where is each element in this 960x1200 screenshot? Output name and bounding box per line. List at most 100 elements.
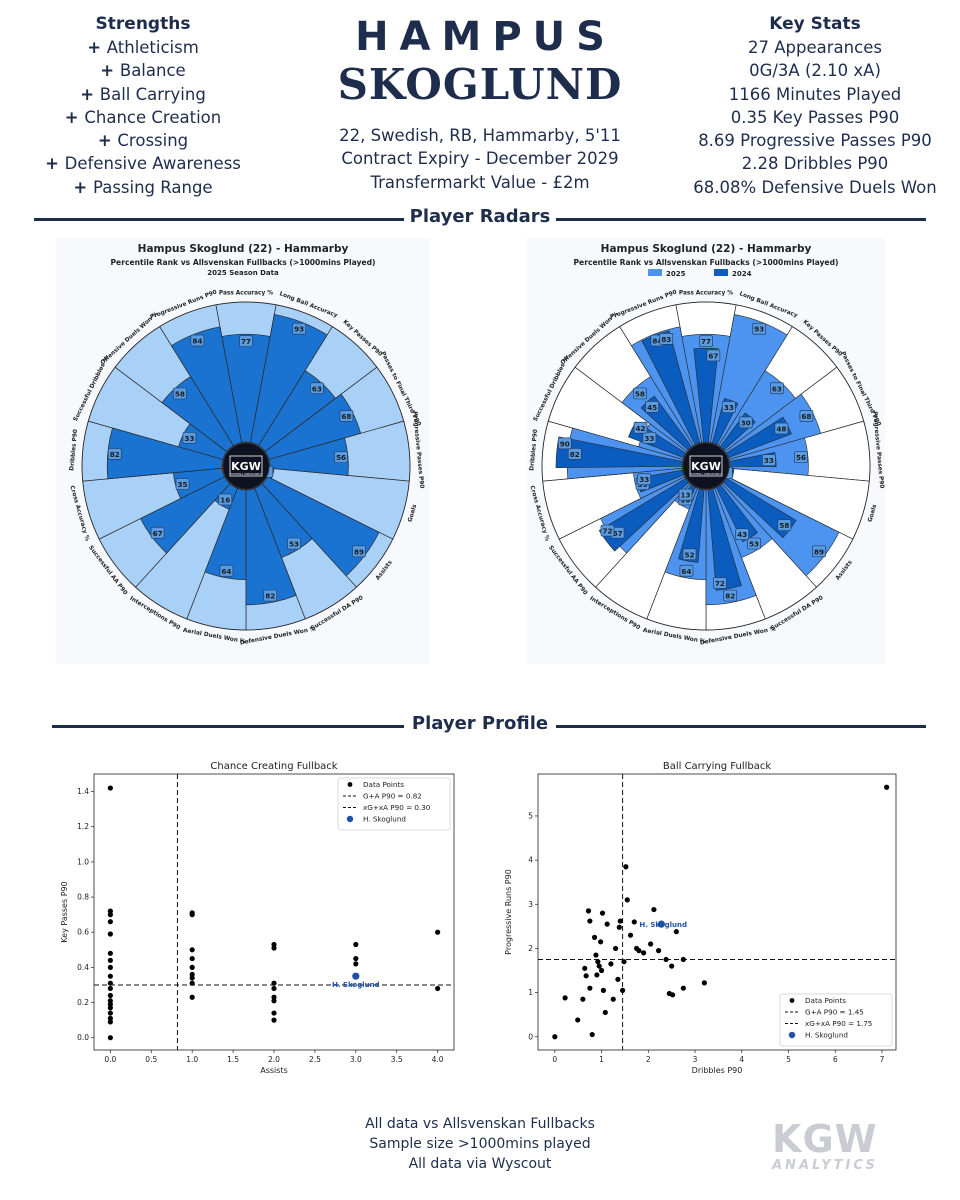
radar-value-badge: 89 bbox=[812, 545, 826, 558]
x-tick-label: 7 bbox=[880, 1055, 885, 1064]
section-divider bbox=[556, 218, 926, 221]
data-point bbox=[595, 959, 601, 965]
y-axis-label: Key Passes P90 bbox=[60, 881, 69, 942]
radar-value-badge: 68 bbox=[799, 410, 814, 422]
badge-box bbox=[706, 349, 721, 362]
data-point bbox=[594, 972, 600, 978]
radar-value-badge: 33 bbox=[762, 454, 776, 467]
plus-icon: + bbox=[64, 107, 85, 127]
data-point bbox=[575, 1017, 581, 1023]
key-stat-item: 27 Appearances bbox=[748, 38, 882, 57]
badge-box bbox=[239, 335, 253, 348]
data-point bbox=[189, 994, 195, 1000]
badge-box bbox=[175, 478, 190, 490]
key-stat-item: 0G/3A (2.10 xA) bbox=[749, 61, 881, 81]
key-stats-column: Key Stats 27 Appearances 0G/3A (2.10 xA) 1… bbox=[680, 14, 950, 199]
legend-entry: xG+xA P90 = 1.75 bbox=[805, 1019, 872, 1028]
radar-value-label: 72 bbox=[602, 527, 612, 536]
data-point bbox=[552, 1034, 558, 1040]
radar-value-label: 82 bbox=[725, 592, 735, 601]
legend-swatch bbox=[714, 269, 728, 276]
data-point bbox=[107, 912, 113, 918]
player-last-name: SKOGLUND bbox=[337, 60, 623, 109]
logo-subtext: FOOTBALL CONSULTANCY bbox=[691, 473, 722, 476]
radar-value-label: 16 bbox=[220, 495, 230, 504]
radar-value-badge: 48 bbox=[774, 422, 789, 435]
data-point bbox=[670, 992, 676, 998]
radar-value-label: 33 bbox=[644, 434, 654, 443]
radar-value-label: 72 bbox=[715, 579, 725, 588]
data-point bbox=[107, 985, 113, 992]
radar-value-label: 53 bbox=[289, 540, 299, 549]
data-point bbox=[435, 929, 441, 935]
y-tick-label: 3 bbox=[528, 900, 533, 909]
y-tick-label: 0 bbox=[528, 1032, 533, 1041]
highlight-label: H. Skoglund bbox=[332, 981, 380, 989]
y-tick-label: 0.0 bbox=[77, 1033, 89, 1042]
radar-value-badge: 72 bbox=[713, 577, 727, 589]
badge-box bbox=[287, 537, 301, 550]
data-point bbox=[353, 941, 359, 948]
x-tick-label: 1 bbox=[599, 1055, 604, 1064]
data-point bbox=[189, 912, 195, 918]
badge-box bbox=[645, 401, 659, 413]
section-divider bbox=[52, 725, 404, 728]
legend-entry: G+A P90 = 0.82 bbox=[363, 792, 422, 801]
radar-value-badge: 33 bbox=[182, 431, 197, 444]
key-stat-item: 68.08% Defensive Duels Won bbox=[693, 177, 937, 197]
radar-chart-comparison: Hampus Skoglund (22) - Hammarby Percentil… bbox=[527, 238, 885, 664]
radar-value-badge: 56 bbox=[794, 451, 808, 464]
radar-value-label: 53 bbox=[749, 540, 759, 549]
radar-bar-2024 bbox=[555, 436, 683, 468]
data-point bbox=[591, 934, 598, 940]
radar-subtitle: Percentile Rank vs Allsvenskan Fullbacks… bbox=[110, 258, 375, 267]
radar-value-badge: 53 bbox=[287, 537, 301, 550]
data-point bbox=[608, 961, 614, 967]
radar-value-badge: 35 bbox=[175, 478, 190, 490]
strength-item: + Athleticism bbox=[18, 36, 268, 59]
watermark-text: KGW bbox=[772, 1117, 878, 1161]
radar-value-label: 45 bbox=[647, 403, 657, 412]
data-point bbox=[669, 963, 675, 969]
chance-creating-scatter: Chance Creating Fullback 0.0 0.5 1.0 1.5 2.0 2… bbox=[60, 761, 455, 1075]
radars-section-header: Player Radars bbox=[34, 206, 926, 228]
badge-box bbox=[219, 564, 234, 577]
badge-box bbox=[678, 488, 693, 501]
footer-line: Sample size >1000mins played bbox=[369, 1136, 591, 1152]
y-tick-label: 0.8 bbox=[77, 893, 89, 902]
data-point bbox=[107, 957, 113, 963]
highlight-point bbox=[657, 920, 665, 928]
radar-value-label: 82 bbox=[570, 450, 580, 459]
data-point bbox=[107, 980, 113, 986]
data-point bbox=[189, 980, 195, 986]
radar-value-badge: 77 bbox=[699, 335, 713, 348]
radar-bar bbox=[170, 326, 242, 447]
radar-subtitle: Percentile Rank vs Allsvenskan Fullbacks… bbox=[573, 258, 838, 267]
plus-icon: + bbox=[80, 84, 100, 104]
strength-label: Athleticism bbox=[106, 38, 199, 57]
radar-bar bbox=[245, 487, 297, 606]
radar-value-badge: 64 bbox=[219, 564, 234, 577]
data-point bbox=[107, 973, 113, 979]
data-point bbox=[107, 1010, 113, 1016]
radar-bar bbox=[261, 476, 380, 577]
radar-bar bbox=[264, 393, 362, 460]
radar-value-badge: 56 bbox=[334, 451, 348, 464]
radar-value-badge: 33 bbox=[721, 401, 736, 413]
legend-entry: H. Skoglund bbox=[805, 1031, 848, 1040]
radar-value-badge: 16 bbox=[218, 493, 233, 506]
legend-marker bbox=[347, 782, 353, 787]
radar-outer-ring bbox=[541, 301, 871, 631]
key-stat-item: 1166 Minutes Played bbox=[728, 84, 902, 104]
radar-value-badge: 30 bbox=[738, 416, 753, 429]
radar-value-label: 58 bbox=[175, 389, 185, 398]
radar-value-badge: 63 bbox=[770, 382, 784, 395]
x-tick-label: 4 bbox=[739, 1055, 744, 1064]
data-point bbox=[107, 785, 113, 791]
scatter-title: Chance Creating Fullback bbox=[210, 761, 337, 772]
legend-marker bbox=[788, 1031, 796, 1039]
badge-box bbox=[334, 451, 348, 464]
section-divider bbox=[34, 218, 404, 221]
logo-frame bbox=[689, 455, 723, 477]
radar-value-label: 56 bbox=[796, 453, 806, 462]
